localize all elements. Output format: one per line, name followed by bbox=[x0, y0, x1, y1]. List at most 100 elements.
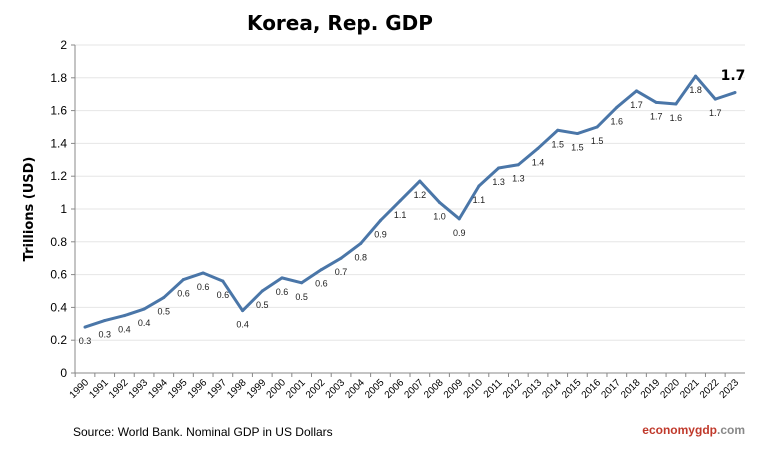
x-tick-label: 2023 bbox=[718, 377, 742, 401]
brand-logo[interactable]: economygdp.com bbox=[642, 423, 745, 437]
data-label: 0.6 bbox=[177, 289, 190, 299]
data-label: 1.4 bbox=[532, 157, 545, 167]
data-point bbox=[497, 166, 501, 170]
data-point bbox=[654, 100, 658, 104]
data-point bbox=[713, 97, 717, 101]
data-label: 0.5 bbox=[158, 307, 171, 317]
data-label: 1.5 bbox=[551, 139, 564, 149]
data-point bbox=[556, 128, 560, 132]
data-label: 0.5 bbox=[295, 292, 308, 302]
data-label: 0.9 bbox=[453, 228, 466, 238]
x-tick-label: 2008 bbox=[422, 377, 446, 401]
data-label: 0.5 bbox=[256, 300, 269, 310]
x-tick-label: 1995 bbox=[166, 377, 190, 401]
data-point bbox=[398, 199, 402, 203]
data-point bbox=[733, 91, 737, 95]
data-point bbox=[260, 289, 264, 293]
y-tick-label: 0 bbox=[60, 366, 67, 380]
x-tick-label: 2014 bbox=[540, 377, 564, 401]
data-label: 1.1 bbox=[394, 210, 407, 220]
data-label: 0.3 bbox=[79, 336, 92, 346]
data-label: 1.7 bbox=[630, 100, 643, 110]
data-label: 1.7 bbox=[709, 108, 722, 118]
data-point bbox=[516, 163, 520, 167]
x-tick-label: 2017 bbox=[599, 377, 623, 401]
x-tick-label: 2009 bbox=[442, 377, 466, 401]
data-point bbox=[162, 296, 166, 300]
data-label: 0.6 bbox=[315, 279, 328, 289]
x-tick-label: 1997 bbox=[205, 377, 229, 401]
data-point bbox=[378, 218, 382, 222]
data-point bbox=[457, 217, 461, 221]
data-label: 1.3 bbox=[512, 174, 525, 184]
x-tick-label: 2020 bbox=[659, 377, 683, 401]
x-tick-label: 1991 bbox=[87, 377, 111, 401]
x-tick-label: 1994 bbox=[146, 377, 170, 401]
data-point bbox=[181, 278, 185, 282]
data-point bbox=[221, 279, 225, 283]
brand-part-3: .com bbox=[717, 423, 745, 437]
x-tick-label: 1998 bbox=[225, 377, 249, 401]
data-point bbox=[477, 184, 481, 188]
x-tick-label: 2016 bbox=[580, 377, 604, 401]
data-point bbox=[280, 276, 284, 280]
data-point bbox=[595, 125, 599, 129]
x-tick-label: 1996 bbox=[186, 377, 210, 401]
x-tick-label: 2004 bbox=[343, 377, 367, 401]
x-tick-label: 2022 bbox=[698, 377, 722, 401]
x-tick-label: 2012 bbox=[501, 377, 525, 401]
x-tick-label: 2011 bbox=[482, 377, 505, 400]
data-point bbox=[103, 319, 107, 323]
data-label: 1.6 bbox=[611, 116, 624, 126]
data-point bbox=[674, 102, 678, 106]
x-tick-label: 2021 bbox=[678, 377, 702, 401]
data-point bbox=[536, 146, 540, 150]
data-label: 1.6 bbox=[670, 113, 683, 123]
x-tick-label: 2013 bbox=[521, 377, 545, 401]
x-tick-label: 1992 bbox=[107, 377, 131, 401]
data-point bbox=[122, 314, 126, 318]
data-label: 0.4 bbox=[236, 320, 249, 330]
data-label: 0.8 bbox=[354, 252, 367, 262]
y-tick-label: 1.6 bbox=[50, 104, 67, 118]
y-tick-label: 0.6 bbox=[50, 268, 67, 282]
data-label: 0.6 bbox=[197, 282, 210, 292]
data-point bbox=[575, 132, 579, 136]
data-point bbox=[319, 268, 323, 272]
data-point bbox=[615, 105, 619, 109]
y-axis-label: Trillions (USD) bbox=[22, 157, 37, 262]
y-tick-label: 1.2 bbox=[50, 169, 67, 183]
data-label: 0.4 bbox=[138, 318, 151, 328]
brand-part-2: gdp bbox=[695, 423, 717, 437]
source-note: Source: World Bank. Nominal GDP in US Do… bbox=[73, 425, 333, 439]
x-tick-label: 2019 bbox=[639, 377, 663, 401]
x-tick-label: 1993 bbox=[127, 377, 151, 401]
data-label: 1.5 bbox=[571, 143, 584, 153]
x-tick-label: 2007 bbox=[402, 377, 426, 401]
data-label: 1.7 bbox=[650, 111, 663, 121]
x-tick-label: 2005 bbox=[363, 377, 387, 401]
data-label: 0.6 bbox=[276, 287, 289, 297]
data-point bbox=[142, 307, 146, 311]
chart-title: Korea, Rep. GDP bbox=[247, 11, 433, 35]
data-label: 1.8 bbox=[689, 85, 702, 95]
x-tick-label: 1999 bbox=[245, 377, 269, 401]
data-label: 1.3 bbox=[492, 177, 505, 187]
data-label: 1.1 bbox=[473, 195, 486, 205]
data-label: 0.3 bbox=[98, 330, 111, 340]
data-point bbox=[83, 325, 87, 329]
y-tick-label: 0.8 bbox=[50, 235, 67, 249]
brand-part-1: economy bbox=[642, 423, 695, 437]
data-label: 1.2 bbox=[414, 190, 427, 200]
y-tick-label: 0.4 bbox=[50, 300, 67, 314]
data-point bbox=[359, 241, 363, 245]
x-tick-label: 2000 bbox=[265, 377, 289, 401]
y-tick-label: 0.2 bbox=[50, 333, 67, 347]
x-tick-label: 2001 bbox=[284, 377, 308, 401]
data-point bbox=[241, 309, 245, 313]
data-label: 0.9 bbox=[374, 229, 387, 239]
y-tick-label: 1.4 bbox=[50, 136, 67, 150]
data-point bbox=[635, 89, 639, 93]
